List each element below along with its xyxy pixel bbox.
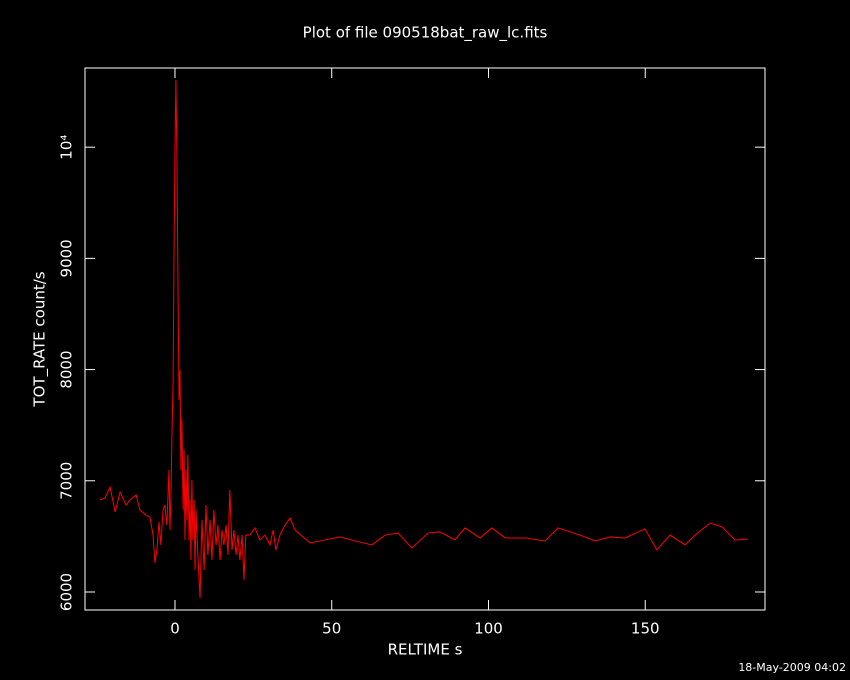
x-axis-label: RELTIME s bbox=[388, 641, 463, 659]
y-tick-label: 10⁴ bbox=[58, 135, 76, 160]
y-tick-label: 6000 bbox=[58, 573, 76, 611]
y-tick-label: 9000 bbox=[58, 239, 76, 277]
y-axis-label: TOT_RATE count/s bbox=[31, 271, 50, 407]
data-line bbox=[99, 80, 749, 599]
x-tick-label: 100 bbox=[474, 620, 503, 638]
x-tick-label: 150 bbox=[631, 620, 660, 638]
y-tick-label: 8000 bbox=[58, 350, 76, 388]
x-tick-label: 0 bbox=[170, 620, 180, 638]
plot-frame bbox=[84, 67, 766, 611]
y-tick-label: 7000 bbox=[58, 462, 76, 500]
timestamp: 18-May-2009 04:02 bbox=[738, 661, 846, 674]
chart-title: Plot of file 090518bat_raw_lc.fits bbox=[303, 24, 548, 43]
x-tick-label: 50 bbox=[322, 620, 341, 638]
